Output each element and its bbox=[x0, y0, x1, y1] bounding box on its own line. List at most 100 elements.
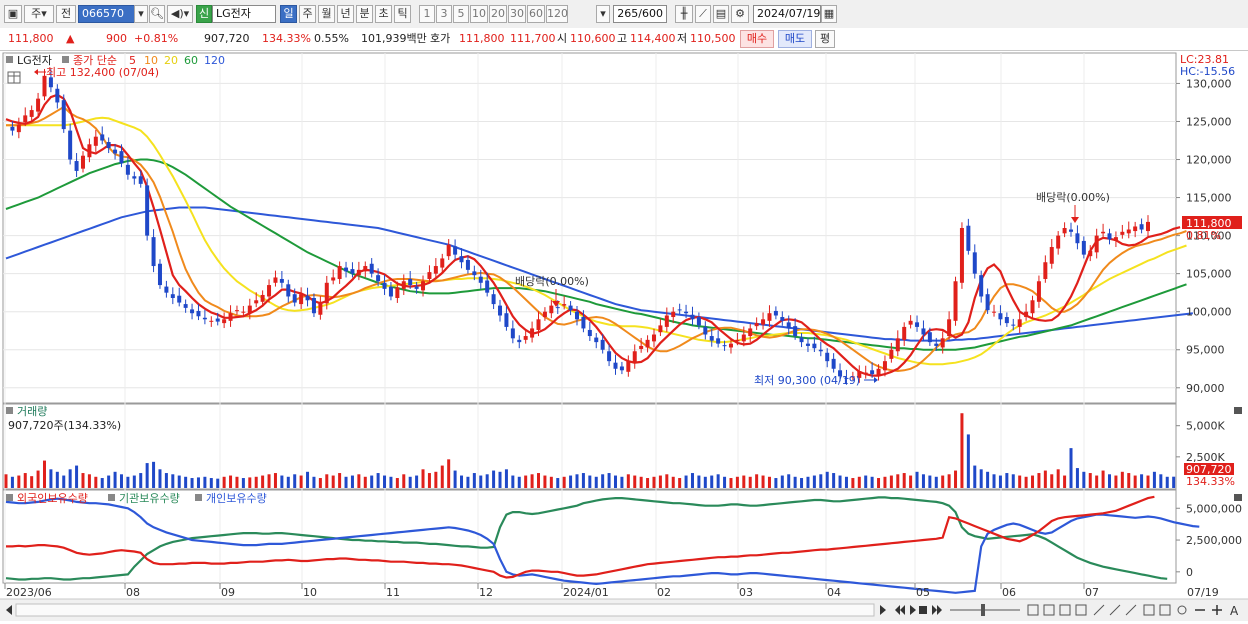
volume-panel-close-icon[interactable] bbox=[1234, 407, 1242, 414]
volume-bar bbox=[119, 474, 123, 488]
rewind-icon[interactable] bbox=[895, 605, 905, 615]
stock-code-input[interactable]: 066570 bbox=[78, 5, 136, 23]
volume-bar bbox=[761, 475, 765, 488]
timeframe-0-button[interactable]: 일 bbox=[280, 5, 297, 23]
candle-body bbox=[260, 294, 265, 302]
zoom-out-icon[interactable] bbox=[1177, 605, 1205, 615]
holdings-institution-line bbox=[5, 496, 1168, 581]
interval-5-button[interactable]: 5 bbox=[453, 5, 469, 23]
gear-icon[interactable]: ⚙ bbox=[731, 5, 749, 23]
scroll-right-icon[interactable] bbox=[880, 605, 886, 615]
volume-bar bbox=[1031, 475, 1035, 488]
candle-body bbox=[42, 75, 47, 97]
count-input[interactable]: 265/600 bbox=[613, 5, 667, 23]
volume-bar bbox=[1095, 475, 1099, 488]
volume-bar bbox=[703, 476, 707, 488]
chart-area[interactable]: 130,000 125,000 120,000 115,000 110,000 105,0… bbox=[0, 51, 1248, 621]
volume-bar bbox=[196, 477, 200, 488]
volume-bar bbox=[697, 475, 701, 488]
window-menu-icon[interactable]: ▣ bbox=[4, 5, 22, 23]
fast-forward-icon[interactable] bbox=[932, 605, 942, 615]
code-dropdown-icon[interactable]: ▾ bbox=[134, 5, 148, 23]
zoom-slider-icon[interactable] bbox=[950, 604, 1020, 616]
timeframe-2-button[interactable]: 월 bbox=[318, 5, 335, 23]
candle-body bbox=[363, 266, 368, 272]
auto-scale-icon[interactable]: A bbox=[1230, 604, 1239, 618]
credit-badge: 신 bbox=[196, 5, 212, 23]
candle-body bbox=[279, 278, 284, 283]
interval-1-button[interactable]: 1 bbox=[419, 5, 435, 23]
draw-tool-icon[interactable]: ⟋ bbox=[695, 5, 711, 23]
volume-bar bbox=[100, 478, 104, 488]
play-icon[interactable] bbox=[910, 605, 916, 615]
candle-body bbox=[356, 269, 361, 276]
last-volume-tag bbox=[1184, 463, 1234, 475]
calendar-icon[interactable]: ▦ bbox=[821, 5, 837, 23]
candle-body bbox=[1049, 247, 1054, 264]
interval-20-button[interactable]: 20 bbox=[489, 5, 507, 23]
prev-button[interactable]: 전 bbox=[56, 5, 76, 23]
volume-bar bbox=[844, 476, 848, 488]
interval-10-button[interactable]: 10 bbox=[470, 5, 488, 23]
timeframe-1-button[interactable]: 주 bbox=[299, 5, 316, 23]
price-change: 900 bbox=[106, 32, 127, 45]
candle-body bbox=[915, 322, 920, 327]
volume-bar bbox=[1018, 475, 1022, 488]
sell-button[interactable]: 매도 bbox=[778, 30, 812, 48]
stock-name-field[interactable]: LG전자 bbox=[212, 5, 276, 23]
search-icon[interactable]: 🔍︎ bbox=[149, 5, 165, 23]
sound-icon[interactable]: ◀)▾ bbox=[167, 5, 193, 23]
legend-ma-5: 5 bbox=[129, 54, 136, 67]
holdings-panel-close-icon[interactable] bbox=[1234, 494, 1242, 501]
candle-body bbox=[138, 176, 143, 184]
buy-button[interactable]: 매수 bbox=[740, 30, 774, 48]
candle-body bbox=[812, 343, 817, 349]
interval-60-button[interactable]: 60 bbox=[527, 5, 545, 23]
candle-body bbox=[555, 307, 560, 309]
zoom-in-icon[interactable] bbox=[1212, 605, 1222, 615]
candle-body bbox=[401, 281, 406, 289]
interval-dropdown-icon[interactable]: ▾ bbox=[596, 5, 610, 23]
volume-bar bbox=[492, 470, 496, 488]
scroll-left-icon[interactable] bbox=[6, 605, 12, 615]
candle-body bbox=[215, 318, 220, 322]
candle-body bbox=[1113, 237, 1118, 241]
interval-120-button[interactable]: 120 bbox=[546, 5, 568, 23]
chart-type-icon[interactable] bbox=[1027, 604, 1171, 616]
interval-3-button[interactable]: 3 bbox=[436, 5, 452, 23]
period-dropdown[interactable]: 주▾ bbox=[24, 5, 54, 23]
candle-body bbox=[844, 377, 849, 379]
timeframe-3-button[interactable]: 년 bbox=[337, 5, 354, 23]
candle-body bbox=[895, 338, 900, 352]
timeframe-5-button[interactable]: 초 bbox=[375, 5, 392, 23]
volume-bar bbox=[17, 475, 21, 488]
volume-bar bbox=[857, 476, 861, 488]
interval-30-button[interactable]: 30 bbox=[508, 5, 526, 23]
evaluation-button[interactable]: 평 bbox=[815, 30, 835, 48]
volume-bar bbox=[447, 459, 451, 488]
candle-body bbox=[870, 370, 875, 375]
dividend-arrow-head bbox=[552, 301, 560, 307]
candle-body bbox=[773, 310, 778, 316]
candle-body bbox=[889, 349, 894, 359]
save-icon[interactable]: ▤ bbox=[713, 5, 729, 23]
horizontal-scrollbar[interactable] bbox=[15, 603, 875, 617]
volume-bar bbox=[81, 473, 85, 488]
timeframe-4-button[interactable]: 분 bbox=[356, 5, 373, 23]
candle-body bbox=[1126, 229, 1131, 234]
candle-body bbox=[1094, 235, 1099, 253]
chart-svg[interactable]: 130,000125,000120,000115,000110,000105,0… bbox=[0, 51, 1248, 621]
volume-bar bbox=[992, 474, 996, 488]
volume-bar bbox=[620, 476, 624, 488]
date-input[interactable]: 2024/07/19 bbox=[753, 5, 821, 23]
volume-bar bbox=[1005, 473, 1009, 488]
volume-bar bbox=[1037, 473, 1041, 488]
volume-bar bbox=[979, 469, 983, 488]
volume-bar bbox=[877, 478, 881, 488]
candle-body bbox=[1024, 311, 1029, 318]
stop-icon[interactable] bbox=[919, 606, 927, 614]
candle-type-icon[interactable]: ╫ bbox=[675, 5, 693, 23]
candle-body bbox=[80, 155, 85, 169]
timeframe-6-button[interactable]: 틱 bbox=[394, 5, 411, 23]
price-tick-label: 105,000 bbox=[1186, 268, 1232, 281]
